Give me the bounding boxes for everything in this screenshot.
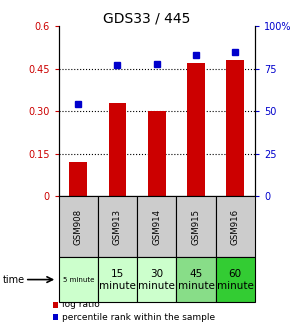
Text: GSM915: GSM915 [192,208,200,245]
Text: 30: 30 [150,269,163,279]
Text: time: time [3,275,25,284]
Bar [226,60,244,196]
Text: log ratio: log ratio [62,300,99,309]
Text: minute: minute [178,281,214,291]
Text: 45: 45 [189,269,203,279]
Text: minute: minute [138,281,175,291]
Bar [187,63,205,196]
Text: 60: 60 [229,269,242,279]
Bar [148,111,166,196]
Text: GSM916: GSM916 [231,208,240,245]
Text: minute: minute [99,281,136,291]
Text: GDS33 / 445: GDS33 / 445 [103,11,190,26]
Text: 5 minute: 5 minute [62,277,94,283]
Text: GSM914: GSM914 [152,208,161,245]
Text: 15: 15 [111,269,124,279]
Text: percentile rank within the sample: percentile rank within the sample [62,313,215,322]
Text: GSM913: GSM913 [113,208,122,245]
Text: minute: minute [217,281,254,291]
Text: GSM908: GSM908 [74,208,83,245]
Bar [109,103,126,196]
Bar [69,162,87,196]
